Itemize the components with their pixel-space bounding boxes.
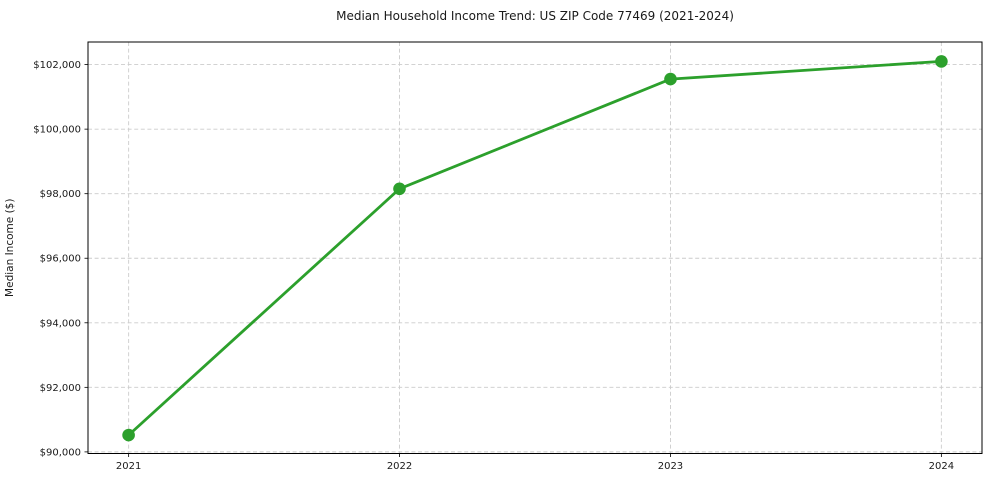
plot-border [87,41,983,454]
y-axis-label: Median Income ($) [4,199,16,297]
y-tick-label: $102,000 [33,60,81,71]
y-tick-label: $92,000 [40,383,81,394]
y-tick-label: $94,000 [40,318,81,329]
data-point-marker [122,428,135,442]
y-tick-label: $98,000 [40,189,81,200]
chart-title: Median Household Income Trend: US ZIP Co… [336,9,734,23]
y-tick-label: $96,000 [40,254,81,265]
data-point-marker [393,182,406,196]
y-tick-label: $90,000 [40,447,81,458]
data-point-marker [935,55,948,68]
x-tick-label: 2024 [929,461,954,472]
x-tick-label: 2022 [387,461,412,472]
x-tick-label: 2023 [658,461,683,472]
trend-line [127,60,943,437]
x-tick-label: 2021 [116,461,141,472]
data-point-marker [664,72,677,86]
y-tick-label: $100,000 [33,125,81,136]
